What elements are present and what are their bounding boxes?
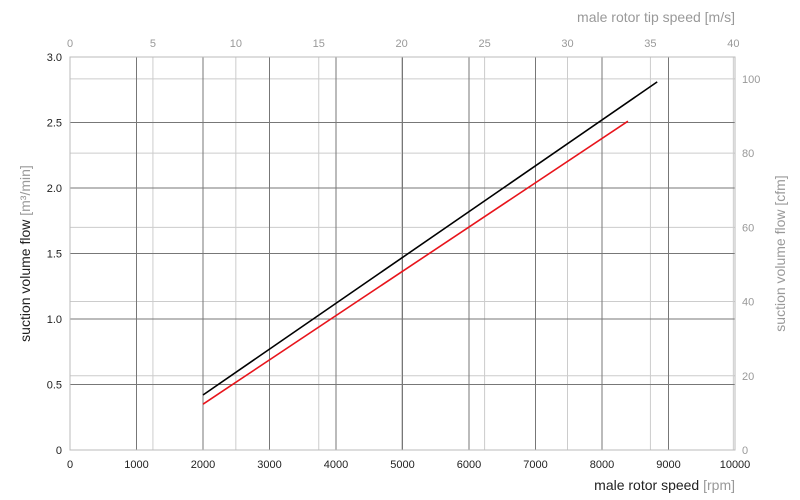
y2-tick-label: 100 [742,74,760,86]
y2-tick-label: 0 [742,445,748,457]
y-axis-label: suction volume flow [m³/min] [17,165,33,342]
x-axis-label: male rotor speed [rpm] [594,477,735,493]
y-tick-label: 3.0 [47,52,62,64]
x-tick-label: 0 [67,459,73,471]
x-tick-label: 10000 [720,459,751,471]
y2-tick-label: 80 [742,148,754,160]
series-line-red [202,120,629,405]
x2-tick-label: 20 [396,38,408,50]
x-tick-label: 5000 [390,459,414,471]
x-tick-label: 4000 [324,459,348,471]
y-tick-label: 0.5 [47,380,62,392]
y-tick-label: 1.0 [47,314,62,326]
x-tick-label: 8000 [590,459,614,471]
x2-tick-label: 10 [230,38,242,50]
x2-tick-label: 15 [313,38,325,50]
x2-tick-label: 25 [478,38,490,50]
x2-tick-label: 40 [727,38,739,50]
y-tick-label: 0 [56,445,62,457]
y-tick-label: 2.0 [47,183,62,195]
y-tick-label: 2.5 [47,118,62,130]
y2-tick-label: 20 [742,371,754,383]
x-tick-label: 1000 [124,459,148,471]
x-tick-label: 7000 [523,459,547,471]
y2-axis-label: suction volume flow [cfm] [772,175,788,331]
x2-tick-label: 0 [67,38,73,50]
x2-axis-label: male rotor tip speed [m/s] [577,9,735,25]
x-tick-label: 9000 [656,459,680,471]
x-tick-label: 2000 [191,459,215,471]
y2-tick-label: 60 [742,222,754,234]
x2-tick-label: 5 [150,38,156,50]
series-line-black [202,81,658,396]
plot-frame [69,56,736,451]
y2-tick-label: 40 [742,297,754,309]
x2-tick-label: 35 [644,38,656,50]
x-tick-label: 6000 [457,459,481,471]
x-tick-label: 3000 [257,459,281,471]
x2-tick-label: 30 [561,38,573,50]
y-tick-label: 1.5 [47,249,62,261]
